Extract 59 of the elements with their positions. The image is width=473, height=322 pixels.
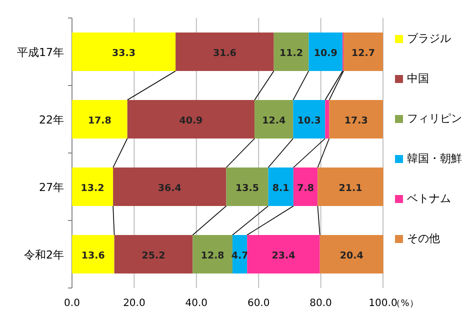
bar xyxy=(274,32,309,71)
data-label: 25.2 xyxy=(142,250,166,262)
data-label: 7.8 xyxy=(297,182,314,194)
bar xyxy=(192,235,232,274)
y-tick-label: 27年 xyxy=(39,180,64,194)
data-label: 31.6 xyxy=(212,48,237,59)
bar xyxy=(344,32,383,71)
bar xyxy=(293,100,326,138)
y-tick-label: 令和2年 xyxy=(24,248,64,262)
data-label: 20.4 xyxy=(340,250,364,262)
bar xyxy=(113,168,226,206)
legend-label: その他 xyxy=(407,231,441,246)
bar xyxy=(247,235,320,274)
data-label: 40.9 xyxy=(179,115,203,126)
bar xyxy=(254,100,294,138)
data-label: 13.2 xyxy=(80,182,104,194)
bar xyxy=(293,168,318,206)
y-tick-label: 22年 xyxy=(39,113,64,126)
bar xyxy=(127,100,255,138)
data-label: 12.8 xyxy=(200,250,225,262)
data-label: 12.7 xyxy=(352,48,375,59)
x-tick-label: 20.0 xyxy=(123,298,146,309)
x-tick-label: 40.0 xyxy=(185,298,208,309)
bar xyxy=(320,235,384,274)
bar xyxy=(268,168,294,206)
legend-label: ブラジル xyxy=(407,31,452,46)
data-label: 13.6 xyxy=(81,250,106,262)
data-label: 33.3 xyxy=(112,48,136,59)
data-label: 8.1 xyxy=(272,182,290,194)
x-tick-label: 60.0 xyxy=(247,298,270,309)
bar xyxy=(72,168,114,206)
bar xyxy=(72,100,128,138)
x-tick-label: 0.0 xyxy=(64,298,80,309)
bar xyxy=(226,168,268,206)
data-label: 23.4 xyxy=(272,250,296,262)
bar xyxy=(308,32,343,71)
bar xyxy=(318,168,384,206)
data-label: 17.3 xyxy=(344,115,368,126)
data-label: 36.4 xyxy=(158,182,182,194)
bar xyxy=(114,235,193,274)
data-label: 12.4 xyxy=(262,115,286,126)
y-tick-label: 平成17年 xyxy=(17,46,64,59)
legend-label: 韓国・朝鮮 xyxy=(407,151,463,166)
legend-label: ベトナム xyxy=(407,191,452,206)
data-label: 13.5 xyxy=(236,182,259,194)
x-tick-label: 80.0 xyxy=(310,298,332,309)
bar xyxy=(325,100,330,138)
data-label: 21.1 xyxy=(338,182,362,194)
bar xyxy=(72,32,176,71)
x-tick-label: 100.0 xyxy=(368,298,398,309)
bar xyxy=(176,32,274,71)
data-label: 11.2 xyxy=(280,48,303,59)
data-label: 17.8 xyxy=(88,115,112,126)
bar xyxy=(72,235,114,274)
bar xyxy=(329,100,383,138)
data-label: 10.9 xyxy=(314,48,338,59)
data-label: 10.3 xyxy=(297,115,321,126)
legend-label: 中国 xyxy=(407,71,430,86)
legend-label: フィリピン xyxy=(407,111,463,126)
